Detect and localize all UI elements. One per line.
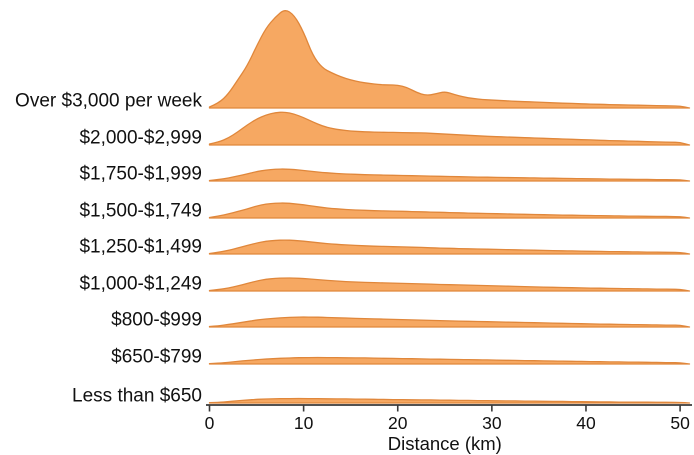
x-tick-label: 30	[482, 413, 502, 433]
density-area	[208, 397, 691, 404]
x-tick-label: 10	[294, 413, 314, 433]
density-area	[208, 202, 691, 219]
density-area	[208, 168, 691, 182]
category-label: $2,000-$2,999	[79, 128, 202, 149]
category-label: $1,750-$1,999	[79, 164, 202, 185]
density-area	[208, 10, 691, 109]
category-label: $1,500-$1,749	[79, 201, 202, 222]
x-tick-label: 40	[576, 413, 596, 433]
density-area	[208, 239, 691, 255]
density-area	[208, 316, 691, 328]
category-label: $650-$799	[111, 347, 202, 368]
density-area	[208, 277, 691, 292]
category-label: $800-$999	[111, 310, 202, 331]
category-label: Over $3,000 per week	[15, 91, 202, 112]
density-area	[208, 356, 691, 365]
category-label: $1,000-$1,249	[79, 274, 202, 295]
category-label: Less than $650	[72, 386, 202, 407]
x-axis-title: Distance (km)	[388, 433, 502, 454]
x-tick-label: 20	[388, 413, 408, 433]
density-area	[208, 111, 691, 146]
category-label: $1,250-$1,499	[79, 237, 202, 258]
x-tick-label: 0	[205, 413, 215, 433]
x-tick-label: 50	[670, 413, 690, 433]
